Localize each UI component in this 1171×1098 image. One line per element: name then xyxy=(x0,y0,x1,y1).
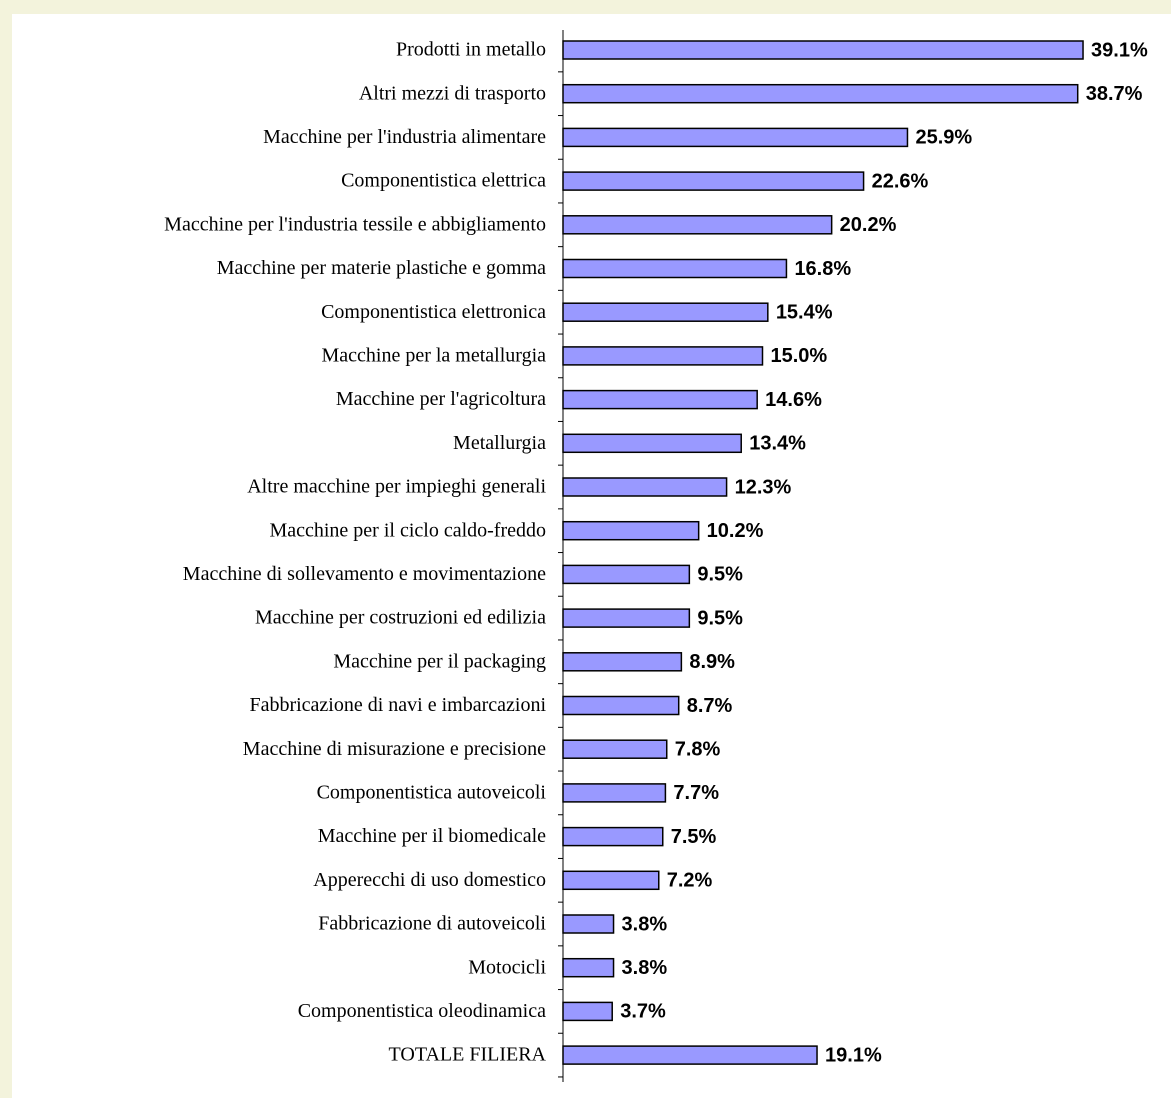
category-label: Componentistica elettronica xyxy=(321,301,546,323)
bar xyxy=(562,695,680,716)
value-label: 7.5% xyxy=(671,826,717,848)
category-label: Altri mezzi di trasporto xyxy=(359,82,546,104)
bar xyxy=(562,520,700,541)
category-label: Macchine per il ciclo caldo-freddo xyxy=(269,519,546,541)
bar xyxy=(562,171,865,191)
category-label: Altre macchine per impieghi generali xyxy=(247,476,546,498)
value-label: 16.8% xyxy=(794,258,851,280)
category-label: Apperecchi di uso domestico xyxy=(313,869,546,891)
bar xyxy=(562,957,615,978)
value-label: 13.4% xyxy=(749,433,806,455)
bar xyxy=(562,433,742,454)
bar xyxy=(562,389,758,410)
value-label: 15.0% xyxy=(771,345,828,367)
value-label: 3.8% xyxy=(622,913,668,935)
value-label: 3.7% xyxy=(620,1001,666,1023)
category-label: Componentistica elettrica xyxy=(341,170,546,192)
bar xyxy=(562,870,660,891)
bar xyxy=(562,608,691,628)
bar xyxy=(562,826,664,847)
bar xyxy=(562,739,668,759)
category-label: Fabbricazione di navi e imbarcazioni xyxy=(249,694,546,716)
value-label: 10.2% xyxy=(707,520,764,542)
category-label: Componentistica autoveicoli xyxy=(317,781,547,803)
value-label: 3.8% xyxy=(622,957,668,979)
category-label: Macchine per il biomedicale xyxy=(318,825,546,847)
value-label: 38.7% xyxy=(1086,83,1143,105)
bar xyxy=(562,302,769,322)
category-label: Macchine per l'industria tessile e abbig… xyxy=(164,213,546,235)
category-label: Fabbricazione di autoveicoli xyxy=(318,913,546,935)
category-label: TOTALE FILIERA xyxy=(389,1044,547,1066)
bar xyxy=(562,783,667,803)
value-label: 20.2% xyxy=(840,214,897,236)
value-label: 19.1% xyxy=(825,1044,882,1066)
value-label: 14.6% xyxy=(765,389,822,411)
bar xyxy=(562,83,1079,104)
bar xyxy=(562,127,909,148)
bar xyxy=(562,914,615,934)
bar xyxy=(562,652,683,672)
value-label: 39.1% xyxy=(1091,39,1148,61)
value-label: 22.6% xyxy=(872,170,929,192)
bar xyxy=(562,40,1084,60)
bar xyxy=(562,564,691,585)
bar xyxy=(562,477,728,497)
value-label: 12.3% xyxy=(735,476,792,498)
category-label: Macchine di misurazione e precisione xyxy=(243,738,546,760)
category-label: Macchine di sollevamento e movimentazion… xyxy=(183,563,546,585)
bar xyxy=(562,1001,613,1022)
bar xyxy=(562,1045,818,1065)
category-label: Macchine per la metallurgia xyxy=(321,344,546,366)
value-label: 8.9% xyxy=(689,651,735,673)
value-label: 7.2% xyxy=(667,870,713,892)
bar xyxy=(562,346,764,366)
category-label: Componentistica oleodinamica xyxy=(298,1000,546,1022)
category-label: Macchine per l'agricoltura xyxy=(336,388,546,410)
category-label: Macchine per materie plastiche e gomma xyxy=(217,257,546,279)
category-label: Metallurgia xyxy=(453,432,546,454)
category-label: Prodotti in metallo xyxy=(396,39,546,61)
category-label: Motocicli xyxy=(468,956,546,978)
value-label: 9.5% xyxy=(697,564,743,586)
value-label: 15.4% xyxy=(776,301,833,323)
value-label: 7.8% xyxy=(675,738,721,760)
category-label: Macchine per l'industria alimentare xyxy=(263,126,546,148)
bar xyxy=(562,258,788,279)
value-label: 7.7% xyxy=(673,782,719,804)
value-label: 25.9% xyxy=(915,127,972,149)
category-label: Macchine per costruzioni ed edilizia xyxy=(255,607,546,629)
category-label: Macchine per il packaging xyxy=(333,650,546,672)
value-label: 8.7% xyxy=(687,695,733,717)
bar xyxy=(562,215,833,235)
value-label: 9.5% xyxy=(697,607,743,629)
